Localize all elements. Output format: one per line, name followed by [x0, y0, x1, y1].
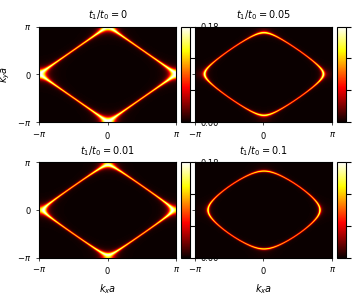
- Title: $t_1/t_0=0$: $t_1/t_0=0$: [88, 8, 127, 22]
- X-axis label: $k_x a$: $k_x a$: [255, 282, 272, 295]
- Title: $t_1/t_0=0.1$: $t_1/t_0=0.1$: [239, 144, 288, 157]
- Title: $t_1/t_0=0.01$: $t_1/t_0=0.01$: [80, 144, 135, 157]
- Title: $t_1/t_0=0.05$: $t_1/t_0=0.05$: [236, 8, 291, 22]
- Y-axis label: $k_y a$: $k_y a$: [0, 66, 12, 83]
- X-axis label: $k_x a$: $k_x a$: [99, 282, 116, 295]
